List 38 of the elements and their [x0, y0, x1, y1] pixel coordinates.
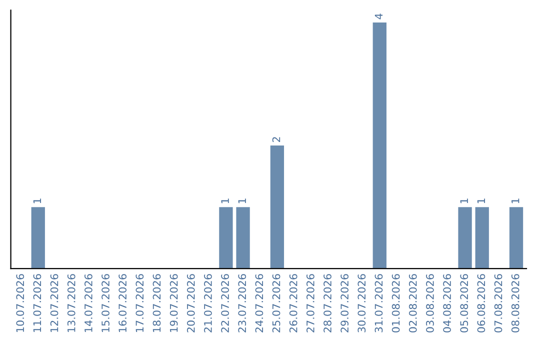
x-tick-label: 30.07.2026: [358, 274, 366, 332]
data-label: 4: [374, 14, 383, 20]
x-tick-label: 07.08.2026: [494, 274, 502, 332]
x-tick-label: 04.08.2026: [443, 274, 451, 332]
data-label: 1: [460, 198, 468, 204]
data-label: 2: [272, 137, 280, 142]
x-tick-label: 03.08.2026: [426, 274, 434, 332]
x-tick-label: 25.07.2026: [272, 274, 280, 332]
x-tick-label: 21.07.2026: [204, 274, 212, 332]
x-tick-label: 27.07.2026: [306, 274, 314, 332]
x-tick-label: 06.08.2026: [477, 274, 486, 332]
data-label: 1: [33, 198, 41, 204]
x-tick-label: 29.07.2026: [340, 274, 349, 332]
x-tick-label: 22.07.2026: [221, 274, 229, 332]
x-tick-label: 19.07.2026: [170, 274, 178, 332]
data-label: 1: [238, 198, 246, 204]
data-label: 1: [477, 198, 485, 204]
x-tick-label: 20.07.2026: [186, 274, 195, 332]
x-tick-label: 13.07.2026: [67, 274, 76, 332]
x-tick-label: 17.07.2026: [136, 274, 144, 332]
x-tick-label: 28.07.2026: [324, 274, 332, 332]
x-tick-label: 05.08.2026: [460, 274, 468, 332]
x-tick-label: 10.07.2026: [16, 274, 24, 332]
x-tick-label: 12.07.2026: [50, 274, 58, 332]
x-tick-label: 11.07.2026: [33, 274, 42, 332]
x-tick-label: 24.07.2026: [255, 274, 264, 332]
x-tick-label: 01.08.2026: [392, 274, 400, 332]
x-tick-label: 14.07.2026: [84, 274, 92, 332]
x-tick-label: 15.07.2026: [102, 274, 110, 332]
x-tick-label: 23.07.2026: [238, 274, 246, 332]
x-tick-label: 08.08.2026: [511, 274, 520, 332]
x-tick-label: 26.07.2026: [289, 274, 298, 332]
x-tick-label: 02.08.2026: [408, 274, 417, 332]
data-label: 1: [221, 198, 229, 204]
x-tick-label: 18.07.2026: [152, 274, 161, 332]
data-label: 1: [512, 198, 520, 204]
x-tick-label: 16.07.2026: [118, 274, 127, 332]
x-tick-label: 31.07.2026: [374, 274, 383, 332]
